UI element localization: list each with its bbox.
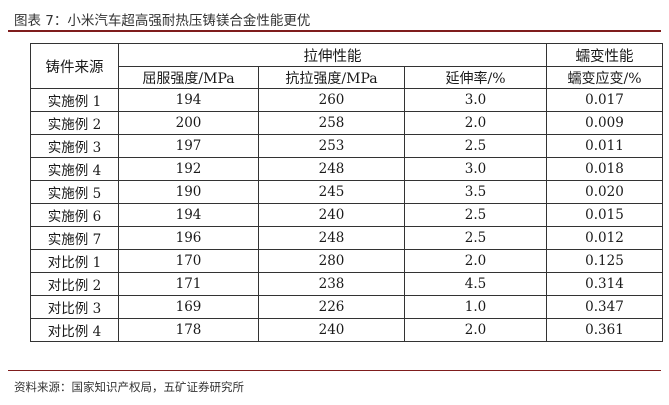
cell-elongation: 2.5: [404, 226, 547, 250]
cell-elongation: 2.0: [404, 249, 547, 273]
cell-creep: 0.361: [546, 318, 663, 342]
cell-creep: 0.020: [546, 180, 663, 204]
cell-elongation: 2.0: [404, 318, 547, 342]
cell-yield: 194: [118, 88, 259, 112]
cell-elongation: 2.0: [404, 111, 547, 135]
cell-tensile: 245: [258, 180, 405, 204]
cell-elongation: 2.5: [404, 134, 547, 158]
cell-creep: 0.012: [546, 226, 663, 250]
cell-tensile: 248: [258, 157, 405, 181]
cell-source: 实施例 3: [30, 134, 119, 158]
cell-tensile: 240: [258, 318, 405, 342]
cell-creep: 0.017: [546, 88, 663, 112]
group-header-creep: 蠕变性能: [546, 43, 663, 67]
cell-elongation: 2.5: [404, 203, 547, 227]
col-header-tensile: 抗拉强度/MPa: [258, 66, 405, 89]
cell-yield: 169: [118, 295, 259, 319]
col-header-creep-strain: 蠕变应变/%: [546, 66, 663, 89]
cell-tensile: 260: [258, 88, 405, 112]
figure-title: 图表 7：小米汽车超高强耐热压铸镁合金性能更优: [14, 13, 311, 29]
cell-elongation: 3.0: [404, 157, 547, 181]
col-header-elongation: 延伸率/%: [404, 66, 547, 89]
cell-creep: 0.347: [546, 295, 663, 319]
cell-tensile: 280: [258, 249, 405, 273]
cell-tensile: 248: [258, 226, 405, 250]
cell-yield: 196: [118, 226, 259, 250]
cell-creep: 0.125: [546, 249, 663, 273]
cell-yield: 190: [118, 180, 259, 204]
cell-creep: 0.314: [546, 272, 663, 296]
table-row: 对比例 2 171 238 4.5 0.314: [30, 272, 663, 296]
cell-yield: 197: [118, 134, 259, 158]
cell-creep: 0.018: [546, 157, 663, 181]
cell-elongation: 4.5: [404, 272, 547, 296]
table-row: 实施例 7 196 248 2.5 0.012: [30, 226, 663, 250]
cell-creep: 0.009: [546, 111, 663, 135]
table-row: 实施例 1 194 260 3.0 0.017: [30, 88, 663, 112]
cell-source: 实施例 2: [30, 111, 119, 135]
cell-creep: 0.015: [546, 203, 663, 227]
cell-elongation: 1.0: [404, 295, 547, 319]
table-row: 对比例 1 170 280 2.0 0.125: [30, 249, 663, 273]
row-header-source: 铸件来源: [30, 43, 119, 89]
table-row: 对比例 3 169 226 1.0 0.347: [30, 295, 663, 319]
cell-yield: 192: [118, 157, 259, 181]
cell-source: 实施例 1: [30, 88, 119, 112]
table-row: 实施例 4 192 248 3.0 0.018: [30, 157, 663, 181]
cell-tensile: 258: [258, 111, 405, 135]
cell-creep: 0.011: [546, 134, 663, 158]
cell-source: 实施例 6: [30, 203, 119, 227]
cell-yield: 194: [118, 203, 259, 227]
cell-elongation: 3.0: [404, 88, 547, 112]
cell-source: 实施例 7: [30, 226, 119, 250]
cell-source: 对比例 2: [30, 272, 119, 296]
title-divider: [8, 30, 661, 32]
cell-source: 实施例 4: [30, 157, 119, 181]
col-header-yield: 屈服强度/MPa: [118, 66, 259, 89]
cell-tensile: 240: [258, 203, 405, 227]
bottom-divider: [8, 370, 661, 371]
cell-tensile: 238: [258, 272, 405, 296]
cell-source: 对比例 4: [30, 318, 119, 342]
cell-yield: 200: [118, 111, 259, 135]
cell-yield: 178: [118, 318, 259, 342]
group-header-tensile: 拉伸性能: [118, 43, 547, 67]
cell-source: 实施例 5: [30, 180, 119, 204]
table-row: 实施例 3 197 253 2.5 0.011: [30, 134, 663, 158]
table-row: 实施例 6 194 240 2.5 0.015: [30, 203, 663, 227]
cell-source: 对比例 1: [30, 249, 119, 273]
cell-yield: 171: [118, 272, 259, 296]
table-row: 对比例 4 178 240 2.0 0.361: [30, 318, 663, 342]
cell-elongation: 3.5: [404, 180, 547, 204]
cell-tensile: 253: [258, 134, 405, 158]
table-row: 实施例 5 190 245 3.5 0.020: [30, 180, 663, 204]
cell-yield: 170: [118, 249, 259, 273]
cell-tensile: 226: [258, 295, 405, 319]
magnesium-alloy-table: 铸件来源 拉伸性能 蠕变性能 屈服强度/MPa 抗拉强度/MPa 延伸率/% 蠕…: [30, 43, 663, 342]
cell-source: 对比例 3: [30, 295, 119, 319]
table-row: 实施例 2 200 258 2.0 0.009: [30, 111, 663, 135]
source-note: 资料来源：国家知识产权局，五矿证券研究所: [14, 380, 244, 394]
